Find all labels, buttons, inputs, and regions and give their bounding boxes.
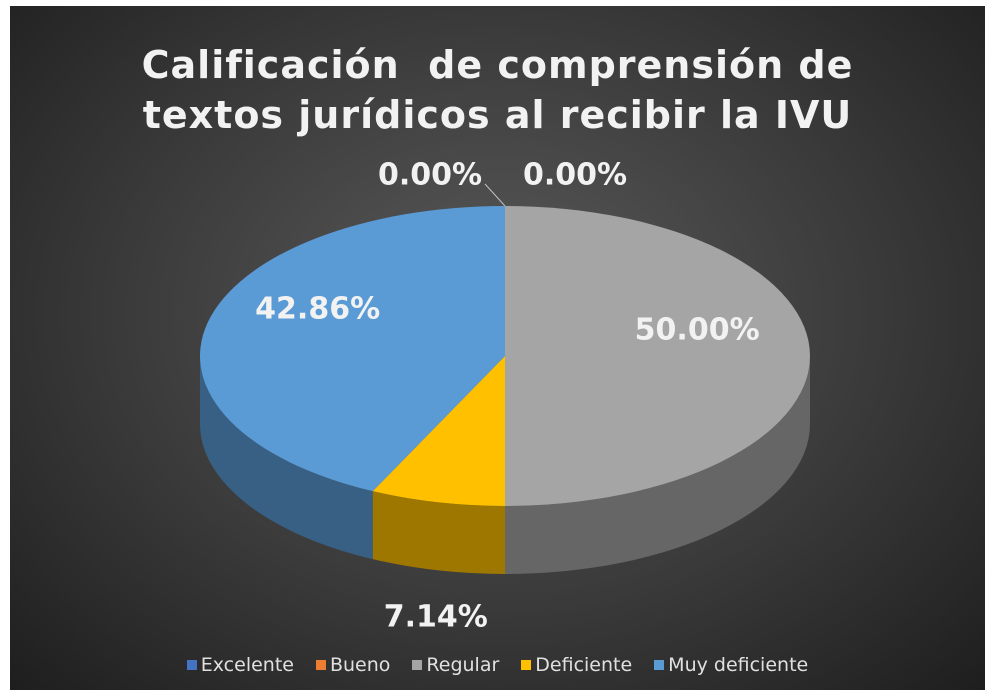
slice <box>372 356 505 506</box>
data-label: 42.86% <box>255 291 380 326</box>
slice-side <box>199 356 373 560</box>
legend-label: Bueno <box>329 654 391 676</box>
legend-label: Deficiente <box>535 654 633 676</box>
data-label: 50.00% <box>635 313 760 348</box>
legend-item: Bueno <box>315 654 391 676</box>
legend-swatch <box>654 660 665 670</box>
legend-swatch <box>521 660 532 670</box>
legend-swatch <box>315 660 326 670</box>
chart-title: Calificación de comprensión de textos ju… <box>141 43 868 137</box>
slice <box>199 206 506 492</box>
slice <box>505 206 810 506</box>
data-label: 7.14% <box>384 600 488 635</box>
legend-item: Excelente <box>186 654 294 676</box>
legend-label: Regular <box>426 654 500 676</box>
legend-label: Excelente <box>200 654 294 676</box>
legend: Excelente Bueno Regular Deficiente Muy defic… <box>10 654 985 676</box>
leader-line <box>484 183 506 207</box>
data-label: 0.00% <box>523 158 627 193</box>
legend-item: Deficiente <box>521 654 632 676</box>
legend-item: Regular <box>412 654 499 676</box>
chart: Calificación de comprensión de textos ju… <box>10 6 985 690</box>
slice-side <box>372 491 505 574</box>
legend-swatch <box>412 660 423 670</box>
legend-swatch <box>186 660 197 670</box>
slice-side <box>505 356 810 574</box>
plot: 0.00% 0.00% 50.00% 7.14% 42.86% <box>199 158 810 635</box>
legend-item: Muy deficiente <box>654 654 808 676</box>
data-label: 0.00% <box>378 158 482 193</box>
legend-label: Muy deficiente <box>668 654 809 676</box>
